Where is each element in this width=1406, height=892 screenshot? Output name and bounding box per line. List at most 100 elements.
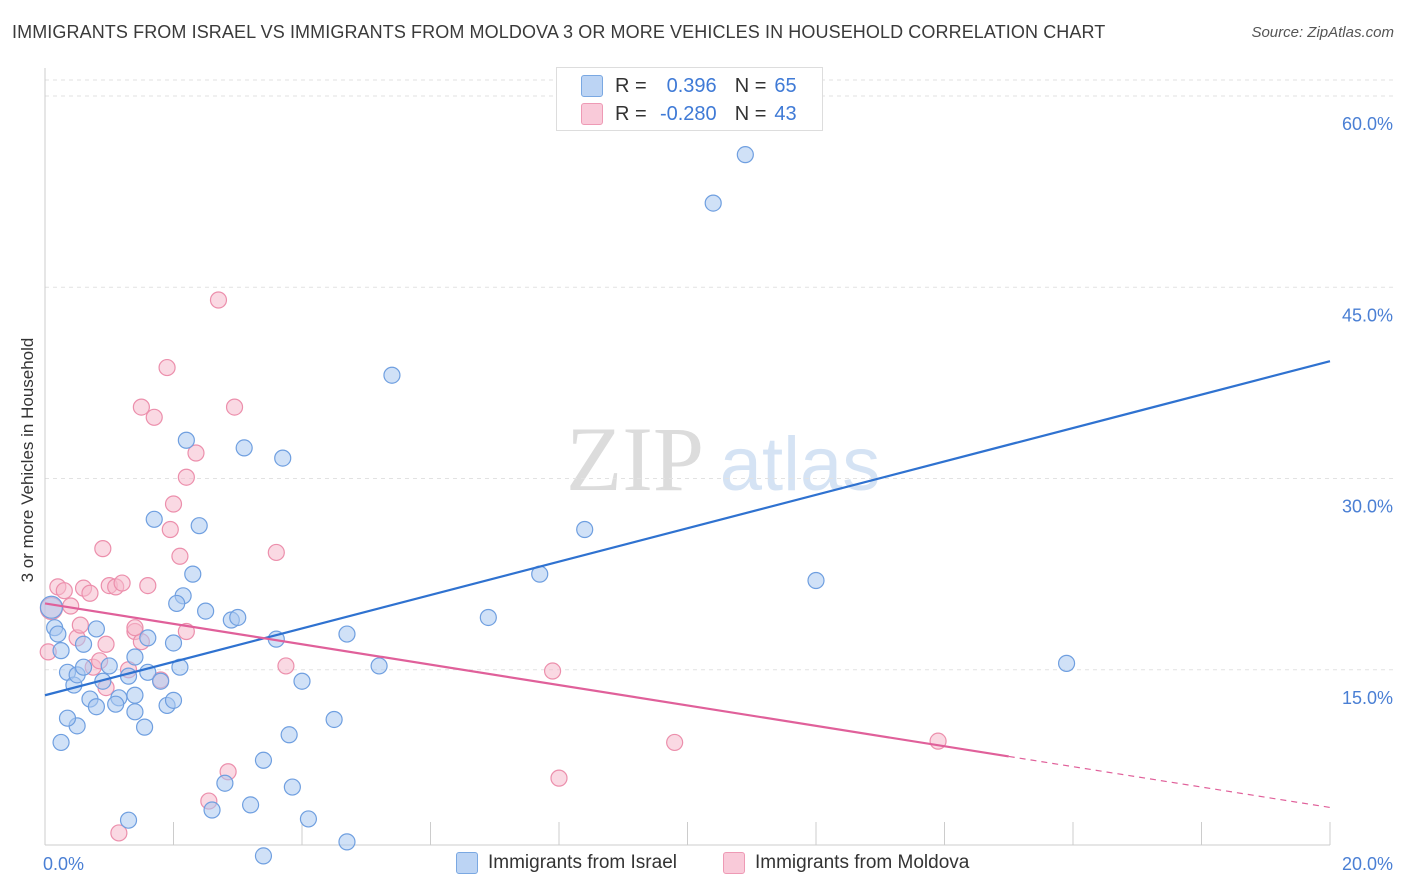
moldova-point [187,444,205,462]
y-tick-label: 45.0% [1342,305,1393,325]
israel-point [383,366,401,384]
moldova-point [550,769,568,787]
israel-point [338,625,356,643]
israel-swatch [581,75,603,97]
y-tick-label: 30.0% [1342,497,1393,517]
moldova-point [177,468,195,486]
israel-point [283,778,301,796]
israel-point [807,571,825,590]
moldova-point [161,520,179,539]
legend-n-label: N = [734,74,767,97]
moldova-point [126,619,144,637]
israel-point [229,608,247,627]
legend-israel-n: 65 [774,74,797,97]
israel-point [100,657,118,675]
israel-point [107,695,125,713]
israel-point [87,698,106,716]
israel-point [370,657,388,675]
moldova-point [132,398,150,416]
legend-row-moldova: R = -0.280 N = 43 [581,102,797,126]
moldova-point [110,824,128,842]
legend-n-label: N = [734,102,767,125]
x-tick-label-min: 0.0% [43,854,84,874]
moldova-point [209,291,228,309]
x-tick-label-max: 20.0% [1342,854,1393,874]
moldova-legend-swatch [723,852,745,874]
israel-point [197,602,215,620]
bottom-legend-moldova: Immigrants from Moldova [723,852,969,874]
moldova-point [139,576,157,595]
israel-point [49,625,67,643]
israel-trend-line [44,360,1331,697]
israel-point [87,620,106,638]
moldova-point [666,733,684,752]
legend-r-label: R = [615,74,647,97]
legend-moldova-r: -0.280 [659,102,717,125]
moldova-point [225,398,244,416]
trend-lines [44,360,1331,809]
chart-title: IMMIGRANTS FROM ISRAEL VS IMMIGRANTS FRO… [12,22,1106,42]
israel-legend-swatch [456,852,478,874]
legend-row-israel: R = 0.396 N = 65 [581,74,797,98]
israel-point [39,595,64,619]
israel-point [242,796,260,814]
legend-israel-r: 0.396 [666,74,717,97]
israel-point [280,726,298,744]
israel-point [139,629,157,647]
israel-point [1057,654,1076,672]
axes [44,68,1331,846]
israel-point [184,565,202,583]
moldova-point [113,574,131,592]
israel-point [254,751,273,769]
israel-point [325,710,343,729]
israel-point [274,449,292,467]
israel-point [190,517,208,535]
y-tick-label: 15.0% [1342,688,1393,708]
moldova-swatch [581,103,603,125]
israel-point [254,847,273,865]
israel-point [177,431,195,449]
legend-moldova-n: 43 [774,102,797,125]
israel-point [135,718,154,736]
israel-point [216,774,234,792]
israel-point [58,709,77,727]
moldova-legend-label: Immigrants from Moldova [755,852,970,873]
israel-point [168,594,186,613]
israel-point [52,642,70,660]
israel-point [736,146,754,164]
israel-points [39,146,1076,865]
israel-point [152,672,170,690]
israel-point [293,672,311,690]
moldova-point [543,662,562,680]
y-tick-label: 60.0% [1342,114,1393,134]
israel-point [576,520,594,539]
moldova-point [97,635,115,653]
moldova-point [94,540,112,558]
israel-point [338,833,356,851]
watermark-zip: ZIP [566,408,704,510]
israel-point [74,635,93,653]
moldova-point [171,547,189,565]
tick-labels: 15.0% 30.0% 45.0% 60.0% 0.0% 20.0% [43,114,1393,874]
source-credit: Source: ZipAtlas.com [1251,24,1394,41]
israel-point [145,510,163,528]
israel-point [164,691,183,709]
moldova-point [277,657,295,675]
moldova-point [55,582,73,600]
israel-point [299,810,318,828]
israel-point [235,439,253,457]
moldova-trend-line [44,602,1009,758]
bottom-legend-israel: Immigrants from Israel [456,852,677,874]
israel-point [479,608,497,627]
moldova-point [81,584,99,602]
moldova-point [71,616,89,634]
moldova-point [158,358,176,377]
israel-point [704,194,722,212]
israel-point [52,733,70,752]
israel-point [119,811,138,829]
moldova-points [39,291,947,842]
israel-point [126,703,144,721]
israel-legend-label: Immigrants from Israel [488,852,677,873]
moldova-point [164,495,183,513]
